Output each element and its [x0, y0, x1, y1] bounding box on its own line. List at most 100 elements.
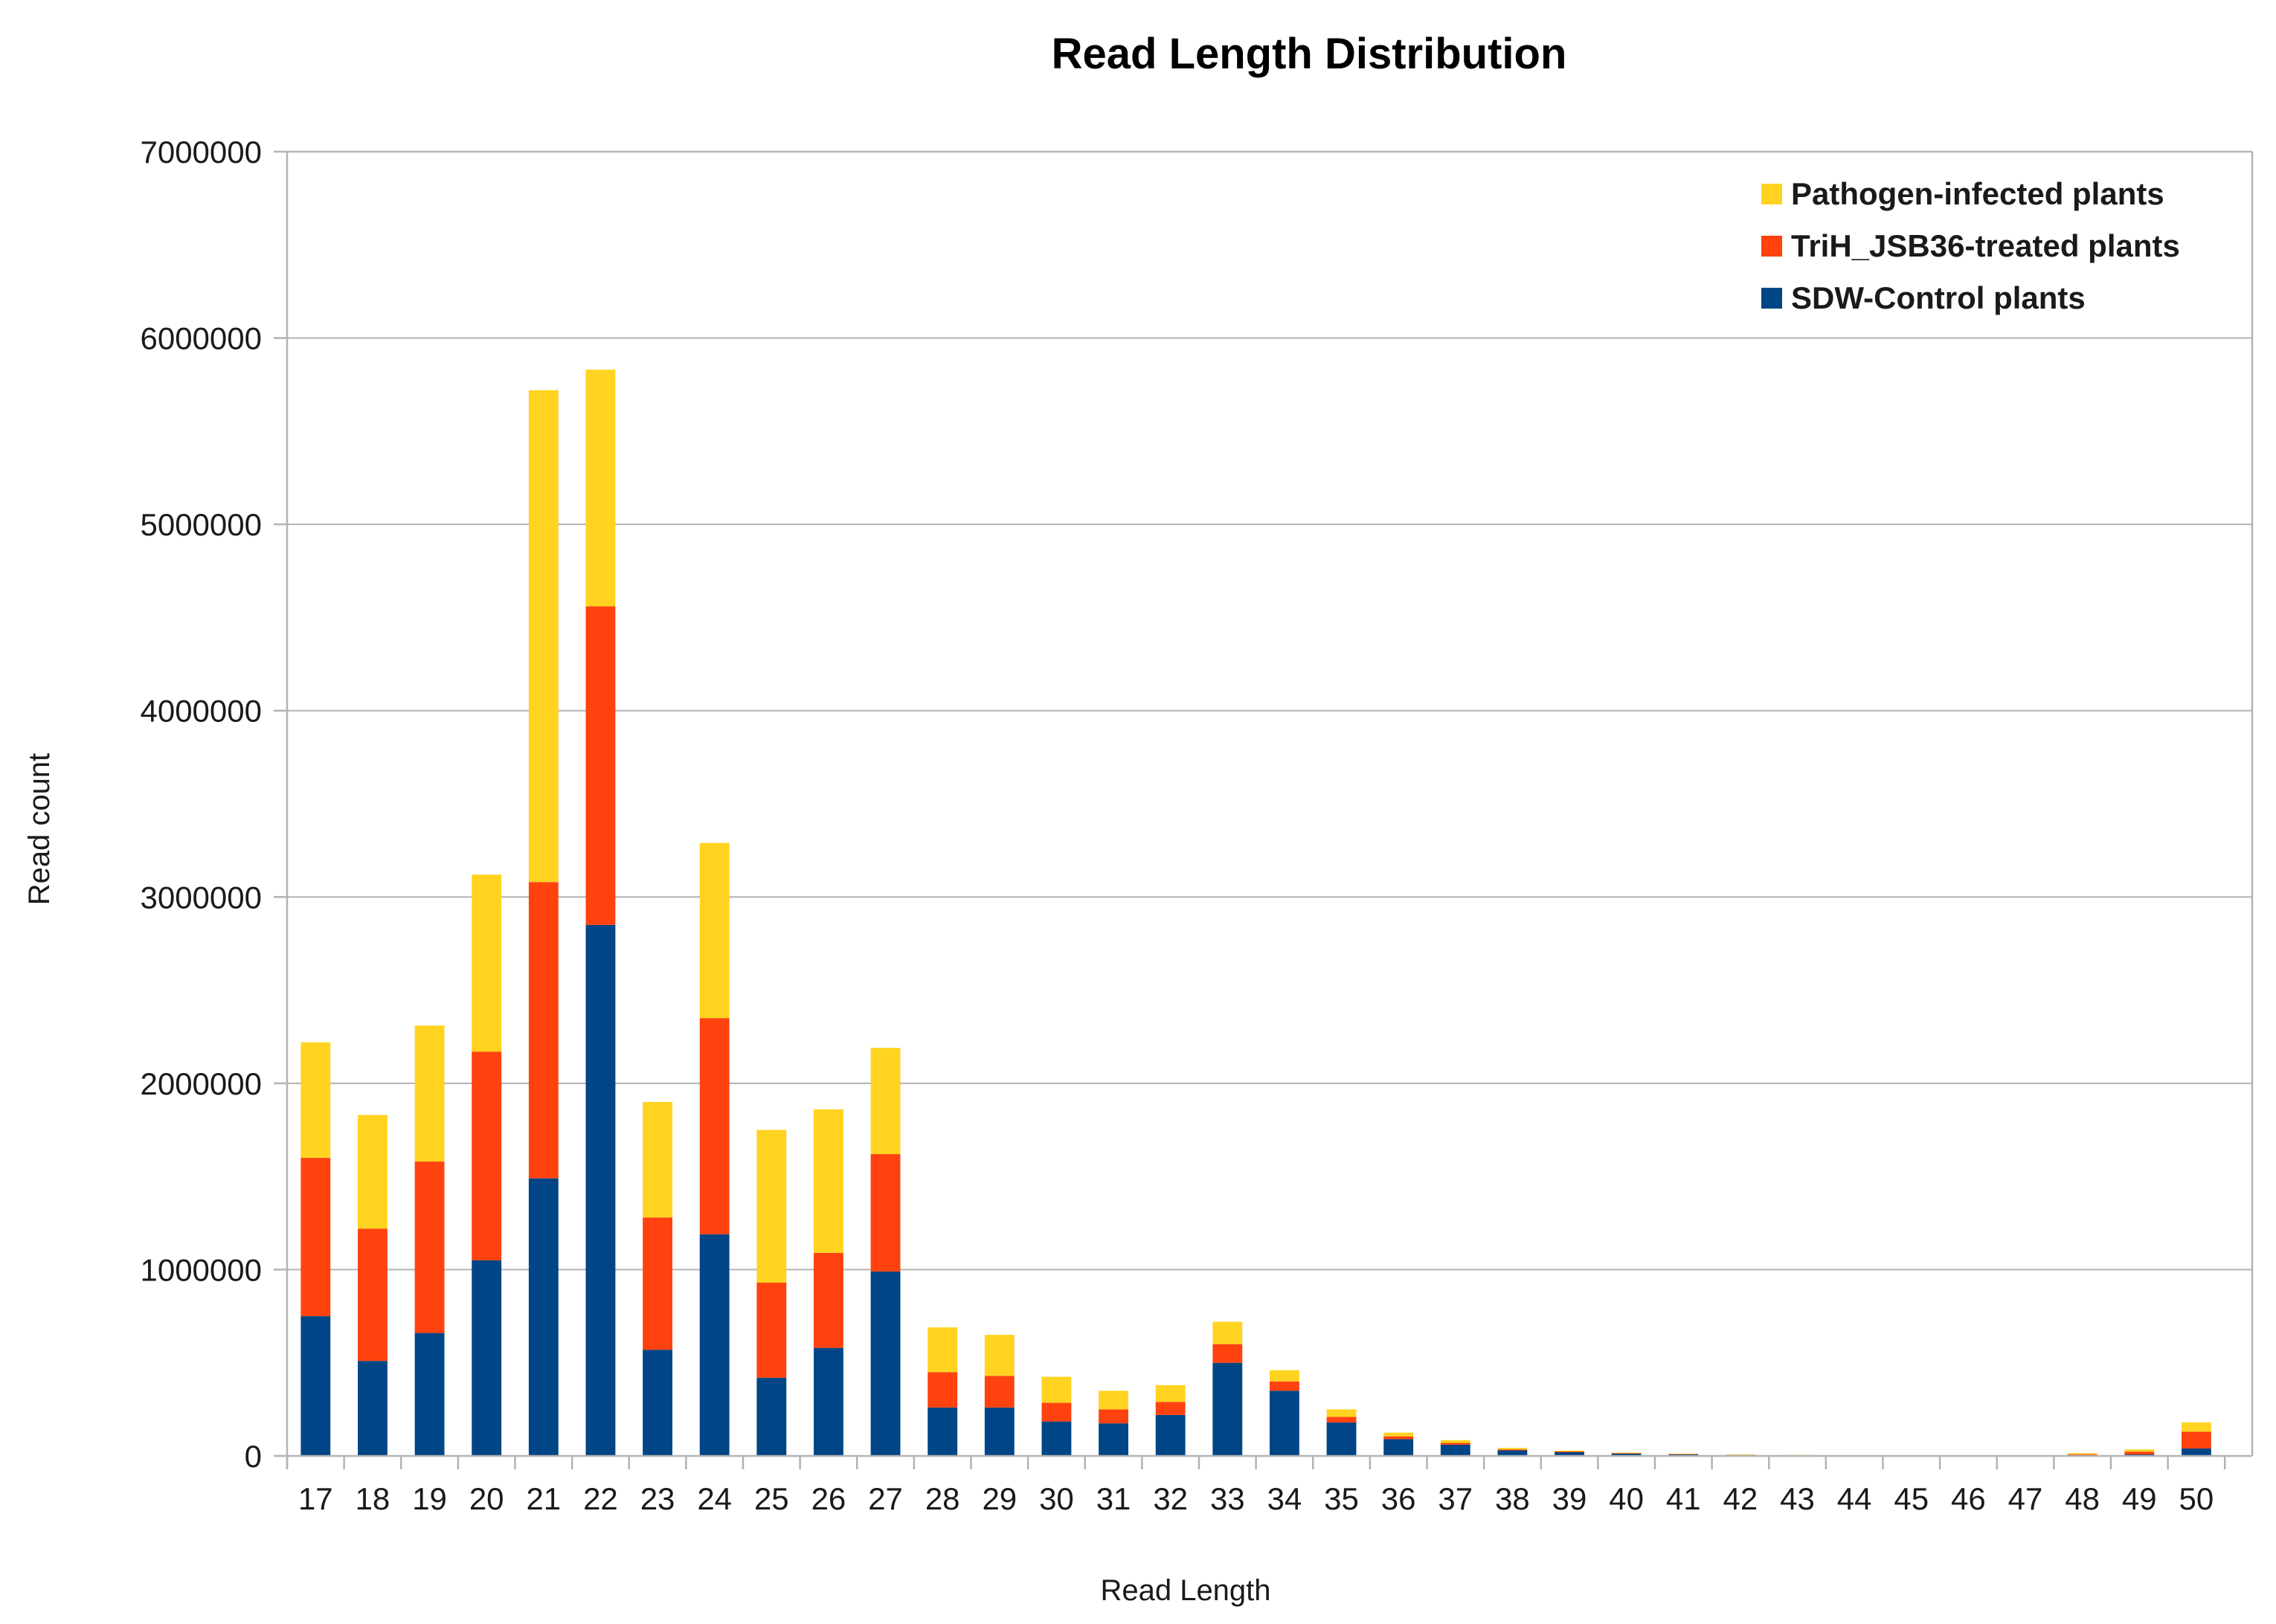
bar-segment-pathogen-35: [1326, 1409, 1357, 1417]
bar-segment-pathogen-37: [1440, 1440, 1470, 1443]
bar-segment-pathogen-48: [2067, 1453, 2097, 1454]
bar-segment-pathogen-36: [1383, 1432, 1414, 1437]
bar-segment-trih-28: [928, 1372, 958, 1408]
bar-segment-trih-36: [1383, 1436, 1414, 1440]
x-tick-label: 32: [1153, 1481, 1188, 1516]
x-tick-label: 27: [868, 1481, 903, 1516]
bar-segment-trih-22: [585, 606, 616, 925]
x-tick-label: 37: [1438, 1481, 1473, 1516]
x-tick-label: 33: [1210, 1481, 1245, 1516]
bar-segment-sdw-33: [1212, 1362, 1243, 1456]
bar-segment-sdw-19: [414, 1333, 445, 1456]
bar-segment-trih-40: [1611, 1453, 1642, 1454]
x-tick-label: 23: [640, 1481, 675, 1516]
y-tick-label: 7000000: [140, 135, 262, 170]
bar-segment-sdw-21: [528, 1178, 559, 1456]
bar-segment-pathogen-27: [870, 1048, 901, 1155]
bar-segment-pathogen-49: [2124, 1449, 2155, 1452]
x-tick-label: 28: [925, 1481, 960, 1516]
bar-segment-pathogen-40: [1611, 1452, 1642, 1454]
bar-segment-sdw-37: [1440, 1444, 1470, 1456]
bar-segment-sdw-32: [1155, 1414, 1186, 1456]
x-tick-label: 47: [2008, 1481, 2043, 1516]
x-tick-label: 35: [1324, 1481, 1359, 1516]
bar-segment-pathogen-33: [1212, 1321, 1243, 1344]
bar-segment-trih-30: [1041, 1402, 1072, 1422]
bar-segment-trih-34: [1270, 1381, 1299, 1391]
bar-segment-sdw-36: [1383, 1439, 1414, 1456]
x-tick-label: 43: [1780, 1481, 1815, 1516]
bar-segment-trih-37: [1440, 1443, 1470, 1445]
x-tick-label: 40: [1609, 1481, 1644, 1516]
bar-segment-trih-32: [1155, 1402, 1186, 1415]
x-tick-label: 38: [1495, 1481, 1530, 1516]
bars: [300, 370, 2211, 1456]
x-tick-label: 42: [1723, 1481, 1758, 1516]
y-axis-title: Read count: [23, 753, 56, 906]
bar-segment-trih-23: [643, 1217, 672, 1350]
bar-segment-sdw-29: [984, 1407, 1015, 1456]
bar-segment-trih-38: [1497, 1449, 1528, 1451]
bar-segment-sdw-38: [1497, 1450, 1528, 1456]
bar-segment-sdw-24: [699, 1234, 730, 1456]
legend-swatch-trih: [1761, 236, 1782, 257]
bar-segment-pathogen-18: [358, 1115, 388, 1229]
x-tick-label: 45: [1894, 1481, 1929, 1516]
bar-segment-trih-25: [756, 1282, 787, 1378]
x-tick-label: 24: [697, 1481, 732, 1516]
x-tick-label: 26: [811, 1481, 846, 1516]
bar-segment-sdw-34: [1270, 1391, 1299, 1456]
x-tick-label: 39: [1552, 1481, 1587, 1516]
bar-segment-trih-21: [528, 882, 559, 1179]
x-tick-label: 49: [2122, 1481, 2157, 1516]
x-tick-label: 21: [526, 1481, 561, 1516]
bar-segment-sdw-30: [1041, 1421, 1072, 1456]
gridlines: [274, 150, 2252, 1457]
legend-swatch-sdw: [1761, 288, 1782, 309]
bar-segment-sdw-28: [928, 1407, 958, 1456]
bar-segment-trih-31: [1099, 1409, 1128, 1424]
bar-segment-pathogen-42: [1725, 1454, 1755, 1455]
bar-segment-sdw-40: [1611, 1453, 1642, 1456]
y-axis-tick-labels: 0 1000000 2000000 3000000 4000000 5000000 6000…: [140, 135, 262, 1474]
bar-segment-trih-33: [1212, 1344, 1243, 1363]
legend-label: TriH_JSB36-treated plants: [1791, 228, 2180, 263]
x-axis-tick-labels: 17 18 19 20 21 22 23 24 25 26 27 28 29 30 31 32 33 34 35 36…: [298, 1481, 2214, 1516]
bar-segment-sdw-17: [300, 1316, 331, 1456]
bar-segment-pathogen-34: [1270, 1370, 1299, 1382]
bar-segment-trih-35: [1326, 1417, 1357, 1422]
bar-segment-pathogen-50: [2181, 1422, 2211, 1432]
y-tick-label: 6000000: [140, 321, 262, 356]
bar-segment-trih-26: [814, 1252, 843, 1348]
bar-segment-sdw-20: [472, 1260, 502, 1456]
x-tick-label: 31: [1096, 1481, 1131, 1516]
bar-segment-pathogen-38: [1497, 1448, 1528, 1450]
bar-segment-sdw-50: [2181, 1448, 2211, 1456]
bar-segment-pathogen-28: [928, 1327, 958, 1373]
chart-title: Read Length Distribution: [1052, 30, 1567, 78]
bar-segment-trih-29: [984, 1376, 1015, 1408]
x-tick-label: 18: [356, 1481, 390, 1516]
x-tick-label: 50: [2179, 1481, 2214, 1516]
x-tick-label: 44: [1837, 1481, 1872, 1516]
bar-segment-trih-24: [699, 1018, 730, 1234]
bar-segment-sdw-25: [756, 1377, 787, 1456]
bar-segment-pathogen-22: [585, 370, 616, 607]
x-tick-label: 25: [754, 1481, 789, 1516]
bar-segment-sdw-18: [358, 1361, 388, 1456]
x-tick-label: 19: [412, 1481, 447, 1516]
bar-segment-sdw-31: [1099, 1423, 1128, 1456]
bar-segment-trih-17: [300, 1158, 331, 1317]
axes: [286, 150, 2254, 1469]
bar-segment-pathogen-23: [643, 1101, 672, 1218]
bar-segment-pathogen-20: [472, 874, 502, 1052]
bar-segment-sdw-22: [585, 924, 616, 1456]
legend-label: Pathogen-infected plants: [1791, 176, 2164, 211]
legend-swatch-pathogen: [1761, 184, 1782, 204]
bar-segment-trih-18: [358, 1228, 388, 1362]
bar-segment-sdw-26: [814, 1347, 843, 1456]
y-tick-label: 1000000: [140, 1252, 262, 1287]
bar-segment-sdw-23: [643, 1350, 672, 1456]
bar-segment-trih-27: [870, 1154, 901, 1272]
